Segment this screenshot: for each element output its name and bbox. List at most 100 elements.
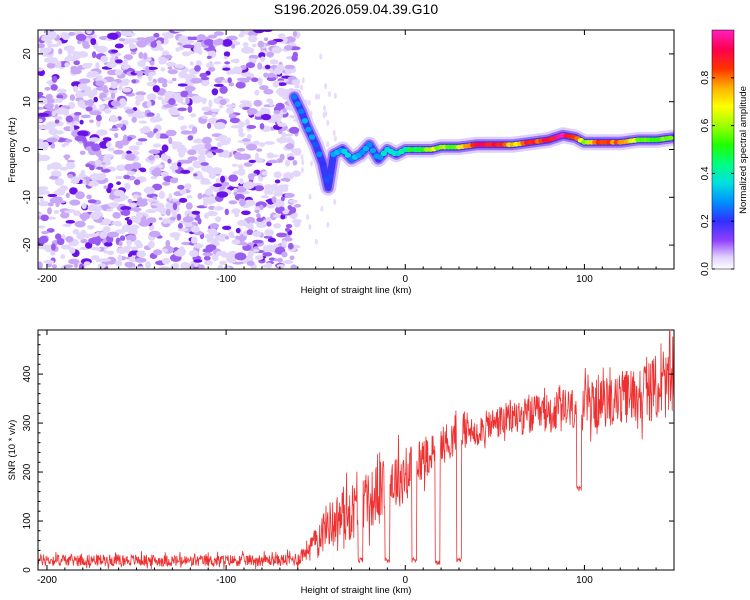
noise-speckle (59, 166, 69, 171)
noise-speckle (317, 93, 321, 100)
noise-speckle (332, 129, 336, 136)
noise-speckle (62, 223, 72, 227)
noise-speckle (224, 208, 229, 216)
noise-speckle (252, 231, 262, 237)
noise-speckle (284, 64, 295, 70)
noise-speckle (126, 247, 131, 254)
noise-speckle (63, 45, 76, 52)
noise-speckle (115, 123, 124, 128)
noise-speckle (228, 82, 235, 87)
noise-speckle (49, 175, 59, 180)
noise-speckle (177, 107, 187, 112)
noise-speckle (267, 40, 278, 46)
noise-speckle (284, 227, 290, 232)
noise-speckle (158, 190, 165, 199)
noise-speckle (267, 154, 279, 158)
noise-speckle (226, 35, 238, 41)
noise-speckle (44, 86, 51, 91)
noise-speckle (253, 109, 258, 114)
noise-speckle (56, 94, 64, 99)
noise-speckle (267, 237, 276, 243)
noise-speckle (266, 188, 274, 195)
noise-speckle (124, 182, 131, 191)
noise-speckle (182, 39, 195, 44)
noise-speckle (264, 37, 269, 41)
noise-speckle (80, 229, 87, 236)
noise-speckle (51, 264, 58, 269)
noise-speckle (231, 239, 241, 245)
noise-speckle (246, 260, 255, 266)
spectrogram-y-label: Frequency (Hz) (7, 117, 18, 182)
noise-speckle (254, 89, 260, 96)
colorbar-tick-label: 0.0 (700, 262, 711, 276)
noise-speckle (87, 233, 99, 238)
noise-speckle (62, 108, 70, 116)
noise-speckle (213, 61, 222, 65)
noise-speckle (263, 72, 269, 78)
noise-speckle (43, 260, 55, 264)
noise-speckle (171, 112, 181, 116)
noise-speckle (197, 218, 202, 225)
noise-speckle (275, 102, 285, 110)
spectrogram-y-ticks: -20 -10 0 10 20 (22, 48, 674, 252)
noise-speckle (116, 181, 121, 185)
noise-speckle (223, 56, 228, 60)
noise-speckle (203, 255, 211, 261)
noise-speckle (288, 199, 298, 204)
noise-speckle (328, 91, 332, 98)
noise-speckle (187, 105, 193, 113)
noise-speckle (280, 177, 290, 182)
noise-speckle (294, 203, 302, 208)
snr-panel: -200 -100 0 100 0 100 200 300 400 Height of str… (7, 329, 675, 596)
noise-speckle (253, 249, 260, 253)
noise-speckle (197, 149, 207, 155)
noise-speckle (147, 240, 155, 249)
noise-speckle (69, 94, 75, 101)
noise-speckle (211, 88, 219, 96)
x-tick-label: 0 (402, 575, 408, 586)
noise-speckle (193, 138, 204, 144)
noise-speckle (191, 210, 201, 215)
ridge-cell (298, 108, 305, 115)
noise-speckle (220, 150, 230, 158)
noise-speckle (187, 149, 197, 156)
noise-speckle (96, 129, 108, 136)
noise-speckle (167, 69, 178, 75)
noise-speckle (205, 244, 217, 251)
noise-speckle (96, 166, 104, 170)
noise-speckle (64, 154, 69, 161)
noise-speckle (131, 162, 142, 170)
noise-speckle (124, 153, 136, 161)
noise-speckle (248, 35, 258, 43)
noise-speckle (120, 30, 132, 37)
noise-speckle (122, 87, 132, 93)
noise-speckle (60, 244, 72, 250)
noise-speckle (70, 68, 82, 75)
noise-speckle (38, 225, 46, 229)
noise-speckle (220, 175, 226, 183)
noise-speckle (271, 196, 277, 204)
noise-speckle (56, 238, 65, 246)
noise-speckle (184, 183, 192, 190)
noise-speckle (79, 212, 91, 220)
noise-speckle (223, 51, 231, 57)
noise-speckle (69, 187, 78, 195)
noise-speckle (165, 239, 171, 248)
noise-speckle (249, 222, 254, 229)
ridge-cell (667, 135, 674, 141)
noise-speckle (135, 141, 143, 146)
noise-speckle (152, 85, 160, 93)
y-tick-label: 400 (22, 365, 33, 382)
noise-speckle (253, 157, 264, 163)
noise-speckle (198, 264, 205, 269)
noise-speckle (146, 217, 157, 224)
noise-speckle (174, 94, 180, 102)
noise-speckle (156, 164, 164, 169)
noise-speckle (178, 71, 188, 79)
noise-speckle (193, 173, 198, 177)
noise-speckle (212, 254, 219, 262)
noise-speckle (116, 247, 128, 254)
noise-speckle (87, 99, 94, 107)
noise-speckle (179, 144, 186, 153)
noise-speckle (235, 227, 241, 234)
